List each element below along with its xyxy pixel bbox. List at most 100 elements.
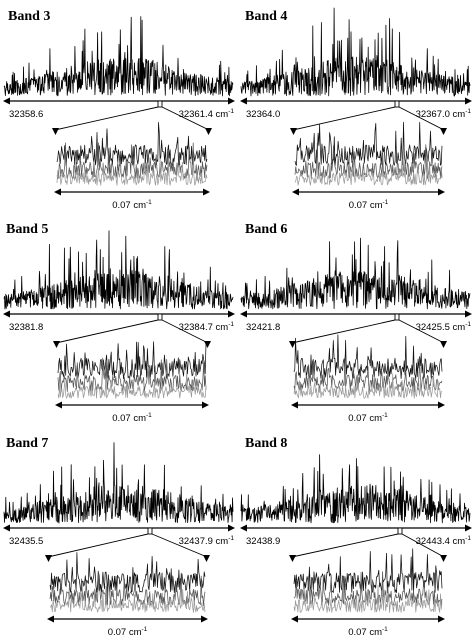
zoom-connector-right <box>151 533 208 558</box>
inset-corner-right-icon <box>204 341 211 348</box>
inset-trace-1 <box>294 121 443 167</box>
overview-arrow-left-icon <box>240 524 247 532</box>
zoom-region-marker <box>157 313 163 321</box>
inset-trace-1 <box>293 334 443 379</box>
inset-corner-right-icon <box>440 341 447 348</box>
inset-trace-1 <box>57 341 207 380</box>
zoom-span-label: 0.07 cm-1 <box>348 412 388 424</box>
inset-corner-left-icon <box>45 555 52 562</box>
inset-corner-left-icon <box>52 128 59 135</box>
zoom-connector-right <box>398 319 445 344</box>
inset-corner-right-icon <box>440 555 447 562</box>
inset-arrow-right-icon <box>438 615 445 623</box>
band-title: Band 5 <box>6 222 48 237</box>
inset-corner-right-icon <box>203 555 210 562</box>
overview-arrow-left-icon <box>3 524 10 532</box>
inset-arrow-left-icon <box>55 401 62 409</box>
inset-trace-2 <box>293 571 443 606</box>
zoom-region-marker <box>394 313 400 321</box>
inset-arrow-left-icon <box>291 615 298 623</box>
overview-spectrum-trace <box>240 237 471 310</box>
inset-corner-right-icon <box>205 128 212 135</box>
zoom-span-label: 0.07 cm-1 <box>112 199 152 211</box>
zoom-region-marker <box>394 100 400 108</box>
inset-arrow-right-icon <box>202 401 209 409</box>
zoom-region-marker <box>147 527 153 535</box>
zoom-connector-right <box>401 533 445 558</box>
overview-arrow-right-icon <box>465 97 472 105</box>
inset-arrow-left-icon <box>54 188 61 196</box>
axis-right-label: 32443.4 cm-1 <box>416 535 472 547</box>
overview-arrow-right-icon <box>465 310 472 318</box>
zoom-region-marker <box>157 100 163 108</box>
axis-right-label: 32384.7 cm-1 <box>179 321 235 333</box>
band-title: Band 4 <box>245 9 287 24</box>
overview-spectrum-trace <box>3 16 234 97</box>
zoom-span-label: 0.07 cm-1 <box>348 626 388 638</box>
inset-arrow-right-icon <box>438 401 445 409</box>
zoom-connector-left <box>291 533 399 558</box>
inset-arrow-left-icon <box>47 615 54 623</box>
inset-trace-2 <box>49 570 206 606</box>
zoom-connector-left <box>291 319 396 344</box>
inset-trace-3 <box>56 157 208 186</box>
inset-arrow-right-icon <box>201 615 208 623</box>
overview-spectrum-trace <box>240 454 471 524</box>
axis-left-label: 32421.8 <box>246 322 280 333</box>
inset-trace-2 <box>57 357 207 392</box>
overview-arrow-left-icon <box>240 310 247 318</box>
overview-arrow-right-icon <box>228 97 235 105</box>
zoom-connector-left <box>47 533 149 558</box>
inset-trace-2 <box>293 356 443 392</box>
band-panel-7: Band 7 32435.5 32437.9 cm-1 0.07 cm-1 <box>3 436 235 638</box>
axis-left-label: 32438.9 <box>246 536 280 547</box>
axis-right-label: 32437.9 cm-1 <box>179 535 235 547</box>
inset-trace-3 <box>294 157 443 186</box>
band-panel-6: Band 6 32421.8 32425.5 cm-1 0.07 cm-1 <box>240 222 472 424</box>
inset-trace-3 <box>293 584 443 613</box>
overview-arrow-left-icon <box>240 97 247 105</box>
band-panel-8: Band 8 32438.9 32443.4 cm-1 0.07 cm-1 <box>240 436 472 638</box>
axis-left-label: 32381.8 <box>9 322 43 333</box>
zoom-connector-right <box>161 106 210 131</box>
inset-trace-3 <box>293 373 443 399</box>
inset-corner-left-icon <box>289 341 296 348</box>
overview-arrow-right-icon <box>465 524 472 532</box>
inset-trace-3 <box>57 370 207 399</box>
inset-corner-left-icon <box>290 128 297 135</box>
overview-arrow-right-icon <box>228 310 235 318</box>
inset-trace-3 <box>49 585 206 613</box>
overview-spectrum-trace <box>3 230 234 310</box>
zoom-connector-left <box>292 106 396 131</box>
overview-arrow-left-icon <box>3 310 10 318</box>
axis-left-label: 32435.5 <box>9 536 43 547</box>
inset-corner-left-icon <box>289 555 296 562</box>
inset-corner-right-icon <box>440 128 447 135</box>
axis-left-label: 32364.0 <box>246 109 280 120</box>
overview-arrow-right-icon <box>228 524 235 532</box>
band-title: Band 3 <box>8 9 50 24</box>
overview-spectrum-trace <box>240 7 471 97</box>
band-panel-3: Band 3 32358.6 32361.4 cm-1 0.07 cm-1 <box>3 9 235 211</box>
overview-spectrum-trace <box>3 442 234 524</box>
zoom-span-label: 0.07 cm-1 <box>108 626 148 638</box>
zoom-span-label: 0.07 cm-1 <box>112 412 152 424</box>
zoom-connector-left <box>55 319 159 344</box>
inset-arrow-left-icon <box>291 401 298 409</box>
axis-right-label: 32361.4 cm-1 <box>179 108 235 120</box>
band-panel-5: Band 5 32381.8 32384.7 cm-1 0.07 cm-1 <box>3 222 235 424</box>
overview-arrow-left-icon <box>3 97 10 105</box>
inset-arrow-right-icon <box>203 188 210 196</box>
zoom-connector-left <box>54 106 159 131</box>
zoom-connector-right <box>161 319 209 344</box>
band-title: Band 7 <box>6 436 48 451</box>
zoom-region-marker <box>397 527 403 535</box>
inset-trace-1 <box>293 548 443 594</box>
inset-arrow-right-icon <box>438 188 445 196</box>
inset-corner-left-icon <box>53 341 60 348</box>
zoom-span-label: 0.07 cm-1 <box>349 199 389 211</box>
inset-arrow-left-icon <box>292 188 299 196</box>
band-title: Band 8 <box>245 436 287 451</box>
zoom-connector-right <box>398 106 445 131</box>
